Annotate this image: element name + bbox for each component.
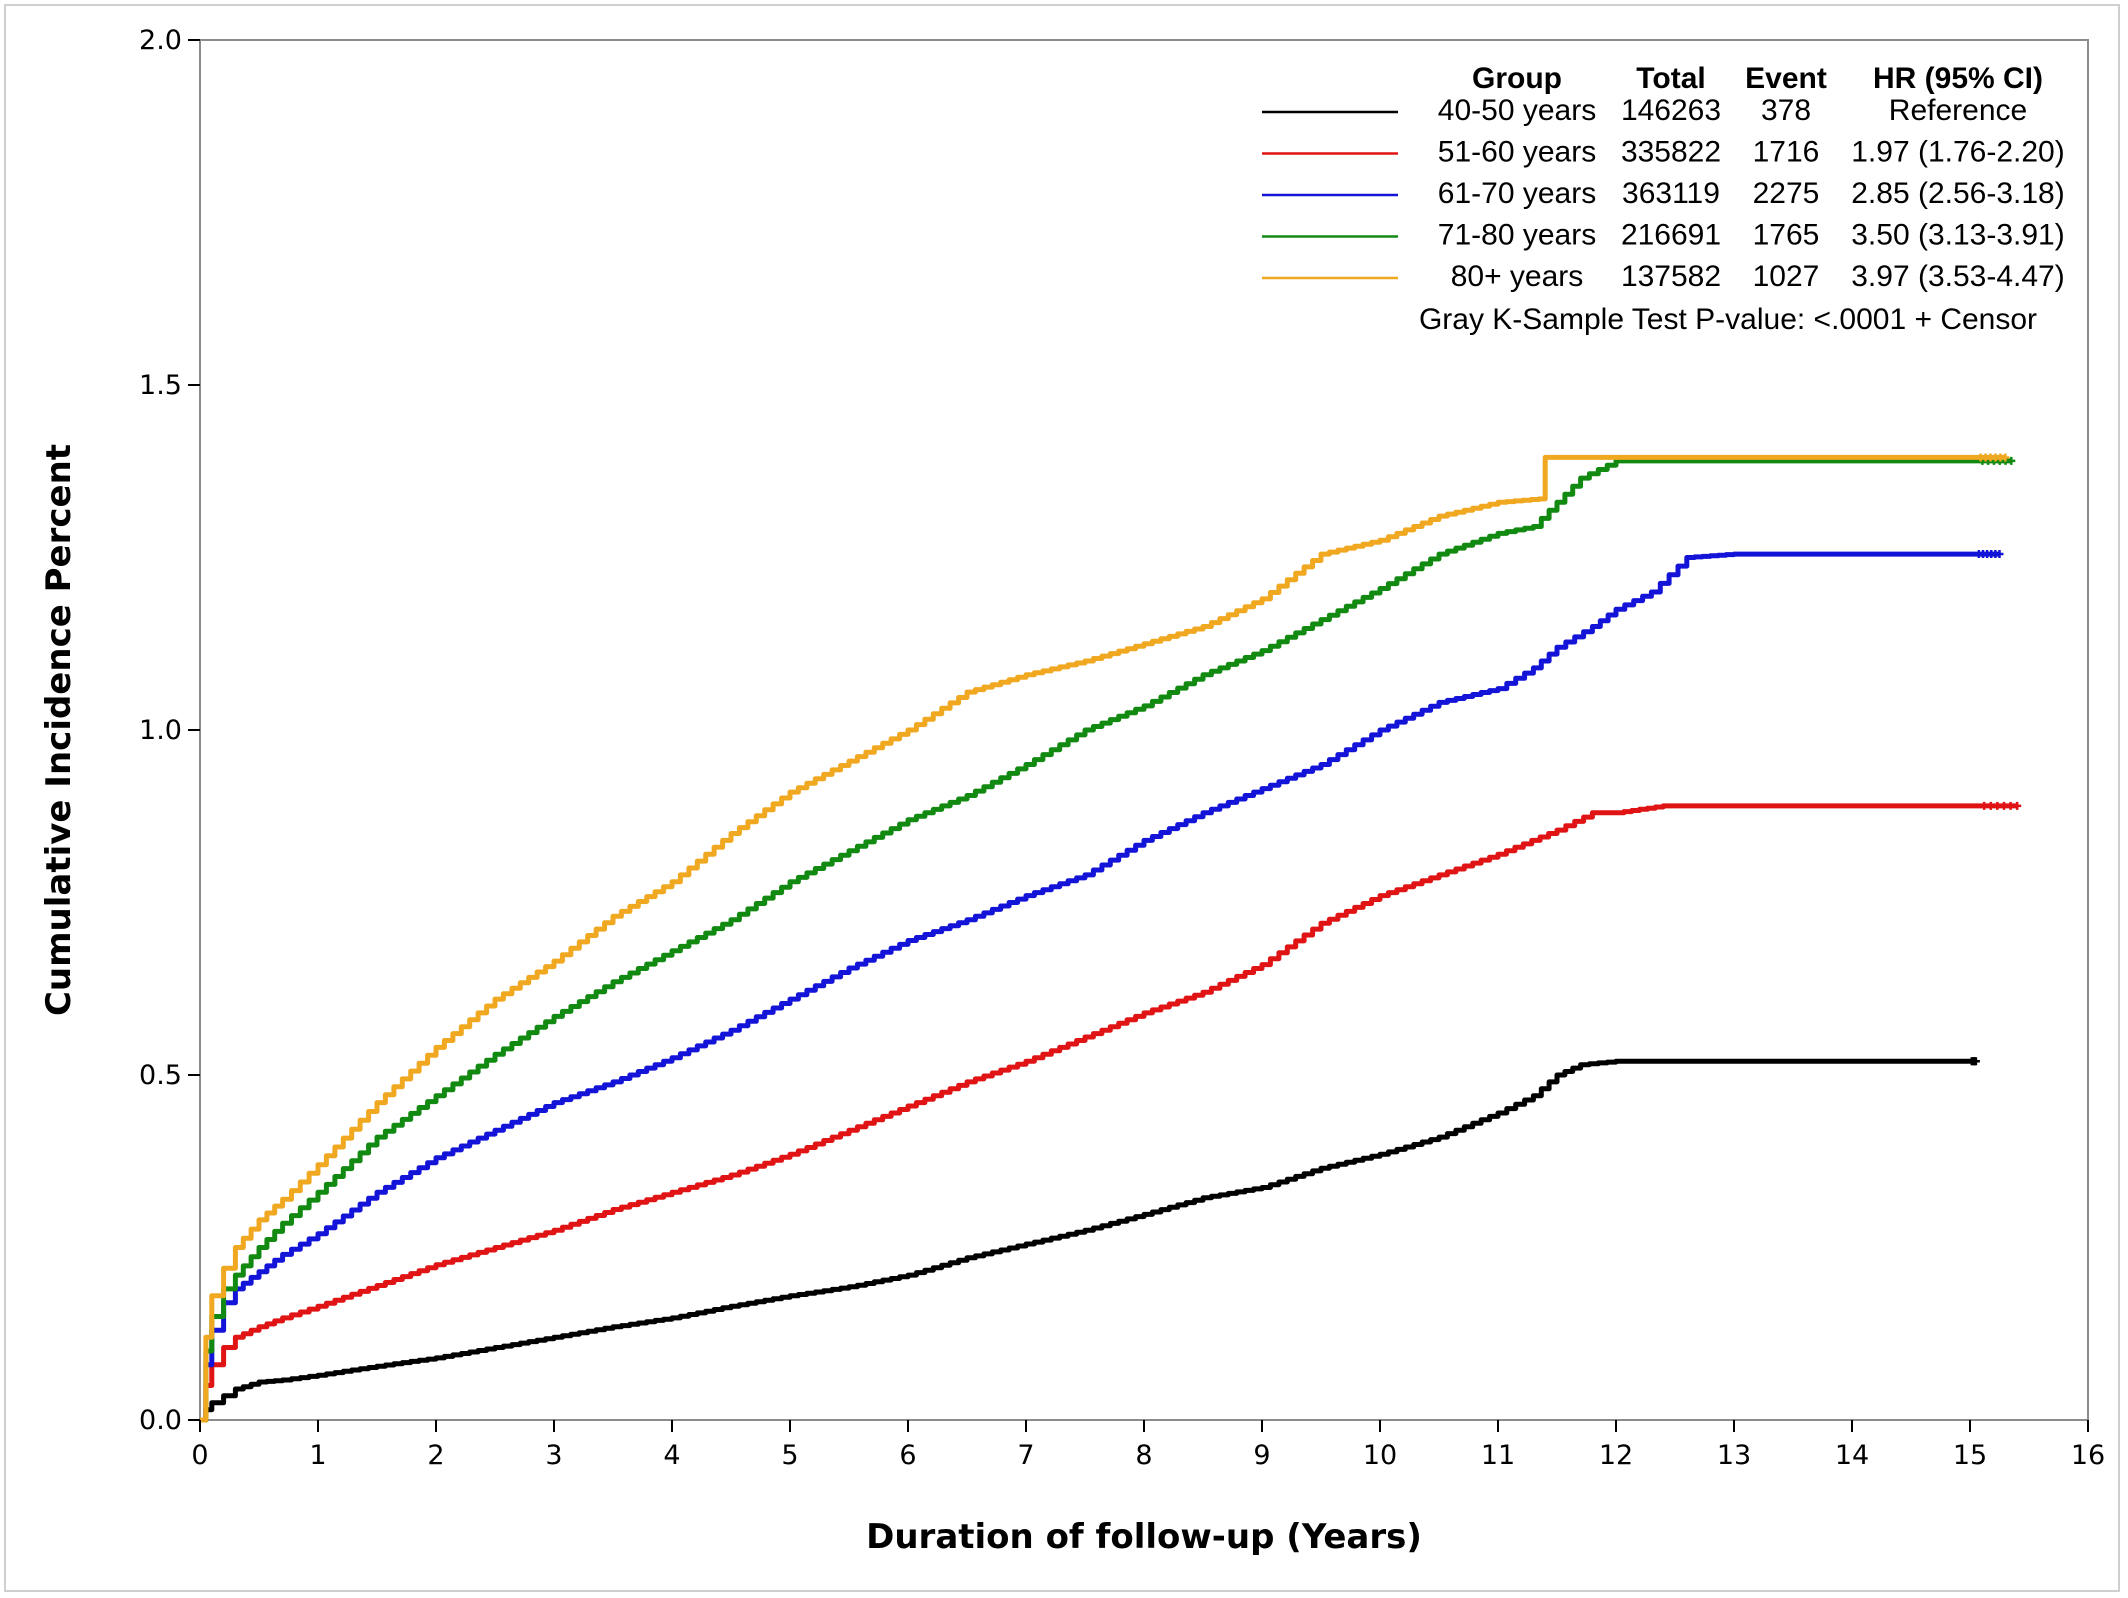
- legend-cell: 1.97 (1.76-2.20): [1851, 136, 2064, 169]
- series-line: [200, 454, 2006, 1423]
- y-tick-label: 2.0: [139, 25, 182, 56]
- series-line: [200, 551, 2000, 1423]
- x-tick-label: 14: [1835, 1440, 1869, 1471]
- x-tick-label: 4: [663, 1440, 680, 1471]
- legend-cell: 2275: [1753, 177, 1820, 210]
- x-axis: 0 1 2 3 4 5 6 7 8 9 10 11 12 13 14 15 16: [191, 1420, 2105, 1471]
- censor-marker: [1995, 550, 2004, 559]
- legend-cell: 80+ years: [1451, 260, 1584, 293]
- x-tick-label: 6: [899, 1440, 916, 1471]
- x-tick-label: 3: [545, 1440, 562, 1471]
- legend-cell: 335822: [1621, 136, 1721, 169]
- censor-marker: [2007, 456, 2016, 465]
- series-line: [200, 1058, 1976, 1423]
- legend-header: Total: [1636, 62, 1705, 95]
- legend-cell: 71-80 years: [1438, 219, 1596, 252]
- x-tick-label: 0: [191, 1440, 208, 1471]
- x-tick-label: 13: [1717, 1440, 1751, 1471]
- x-tick-label: 8: [1135, 1440, 1152, 1471]
- censor-marker: [1971, 1057, 1980, 1066]
- x-tick-label: 10: [1363, 1440, 1397, 1471]
- x-tick-label: 15: [1953, 1440, 1987, 1471]
- legend-cell: 40-50 years: [1438, 94, 1596, 127]
- legend-cell: 1716: [1753, 136, 1820, 169]
- series-layer: [200, 453, 2022, 1423]
- y-axis-title: Cumulative Incidence Percent: [39, 444, 79, 1016]
- y-tick-label: 1.5: [139, 370, 182, 401]
- legend: Group Total Event HR (95% CI) 40-50 years 146…: [1262, 62, 2065, 336]
- legend-cell: 1765: [1753, 219, 1820, 252]
- x-tick-label: 7: [1017, 1440, 1034, 1471]
- x-tick-label: 9: [1253, 1440, 1270, 1471]
- legend-cell: 363119: [1622, 177, 1720, 210]
- x-tick-label: 5: [781, 1440, 798, 1471]
- y-tick-label: 0.0: [139, 1405, 182, 1436]
- x-tick-label: 16: [2071, 1440, 2105, 1471]
- legend-header: Group: [1472, 62, 1562, 95]
- legend-cell: 146263: [1621, 94, 1721, 127]
- legend-cell: 3.50 (3.13-3.91): [1851, 219, 2064, 252]
- series-line: [200, 458, 2012, 1423]
- legend-cell: Reference: [1889, 94, 2027, 127]
- x-tick-label: 12: [1599, 1440, 1633, 1471]
- censor-marker: [2001, 453, 2010, 462]
- x-tick-label: 1: [309, 1440, 326, 1471]
- censor-marker: [2013, 801, 2022, 810]
- legend-cell: 51-60 years: [1438, 136, 1596, 169]
- series-line: [200, 803, 2018, 1423]
- legend-footer: Gray K-Sample Test P-value: <.0001 + Cen…: [1419, 303, 2037, 336]
- x-axis-title: Duration of follow-up (Years): [866, 1517, 1422, 1557]
- y-tick-label: 1.0: [139, 715, 182, 746]
- legend-cell: 216691: [1621, 219, 1721, 252]
- y-tick-label: 0.5: [139, 1060, 182, 1091]
- legend-cell: 2.85 (2.56-3.18): [1851, 177, 2064, 210]
- legend-cell: 137582: [1621, 260, 1721, 293]
- legend-cell: 378: [1761, 94, 1811, 127]
- legend-header: HR (95% CI): [1873, 62, 2043, 95]
- legend-cell: 3.97 (3.53-4.47): [1851, 260, 2064, 293]
- y-axis: 0.0 0.5 1.0 1.5 2.0: [139, 25, 200, 1436]
- legend-cell: 1027: [1753, 260, 1820, 293]
- legend-cell: 61-70 years: [1438, 177, 1596, 210]
- x-tick-label: 11: [1481, 1440, 1515, 1471]
- x-tick-label: 2: [427, 1440, 444, 1471]
- legend-header: Event: [1745, 62, 1827, 95]
- chart-frame: [4, 4, 2120, 1592]
